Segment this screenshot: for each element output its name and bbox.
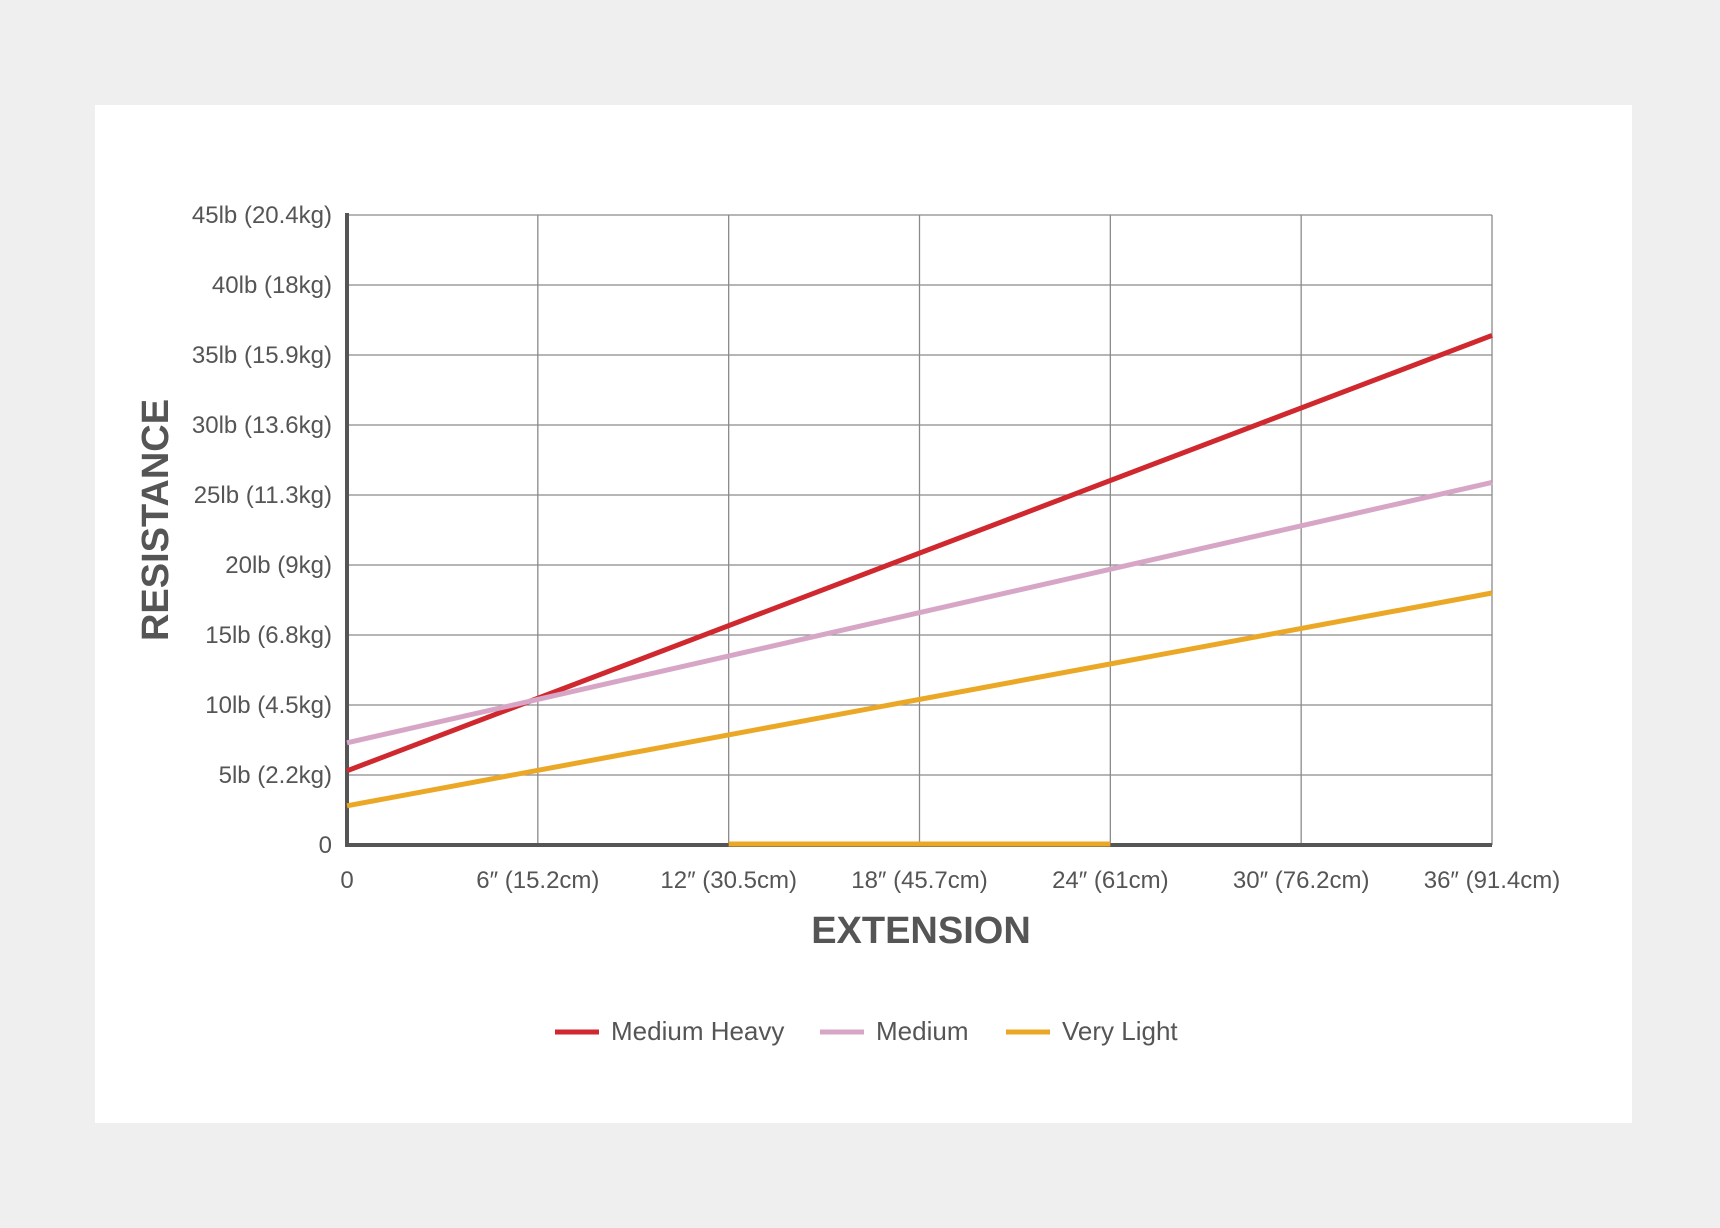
y-tick-label: 40lb (18kg): [212, 272, 332, 299]
y-tick-label: 10lb (4.5kg): [205, 692, 332, 719]
x-tick-label: 24″ (61cm): [1052, 867, 1169, 894]
x-tick-label: 30″ (76.2cm): [1233, 867, 1370, 894]
y-tick-label: 30lb (13.6kg): [192, 412, 332, 439]
chart-card: 0 5lb (2.2kg) 10lb (4.5kg) 15lb (6.8kg) 20lb…: [95, 105, 1632, 1123]
resistance-chart: 0 5lb (2.2kg) 10lb (4.5kg) 15lb (6.8kg) 20lb…: [135, 202, 1560, 1046]
y-axis-title: RESISTANCE: [135, 399, 177, 641]
x-tick-labels: 0 6″ (15.2cm) 12″ (30.5cm) 18″ (45.7cm) 24″ …: [340, 867, 1560, 894]
x-tick-label: 6″ (15.2cm): [476, 867, 599, 894]
legend-item-medium-heavy: Medium Heavy: [555, 1016, 784, 1046]
x-tick-label: 18″ (45.7cm): [851, 867, 988, 894]
y-tick-label: 20lb (9kg): [225, 552, 332, 579]
axes: [345, 213, 1492, 847]
series-line-very-light: [346, 590, 1493, 809]
y-tick-labels: 0 5lb (2.2kg) 10lb (4.5kg) 15lb (6.8kg) 20lb…: [192, 202, 332, 859]
y-tick-label: 15lb (6.8kg): [205, 622, 332, 649]
x-tick-label: 12″ (30.5cm): [660, 867, 797, 894]
legend-label: Medium Heavy: [611, 1016, 784, 1046]
y-tick-label: 0: [319, 832, 332, 859]
y-tick-label: 5lb (2.2kg): [219, 762, 332, 789]
legend-label: Very Light: [1062, 1016, 1178, 1046]
y-tick-label: 45lb (20.4kg): [192, 202, 332, 229]
y-tick-label: 35lb (15.9kg): [192, 342, 332, 369]
series-line-medium: [346, 479, 1493, 746]
x-tick-label: 0: [340, 867, 353, 894]
x-axis-title: EXTENSION: [811, 910, 1031, 952]
x-tick-label: 36″ (91.4cm): [1424, 867, 1561, 894]
y-tick-label: 25lb (11.3kg): [194, 482, 332, 509]
legend-item-medium: Medium: [820, 1016, 968, 1046]
legend: Medium Heavy Medium Very Light: [555, 1016, 1178, 1046]
series-lines: [346, 333, 1493, 847]
legend-label: Medium: [876, 1016, 968, 1046]
legend-item-very-light: Very Light: [1006, 1016, 1178, 1046]
grid: [347, 214, 1493, 845]
